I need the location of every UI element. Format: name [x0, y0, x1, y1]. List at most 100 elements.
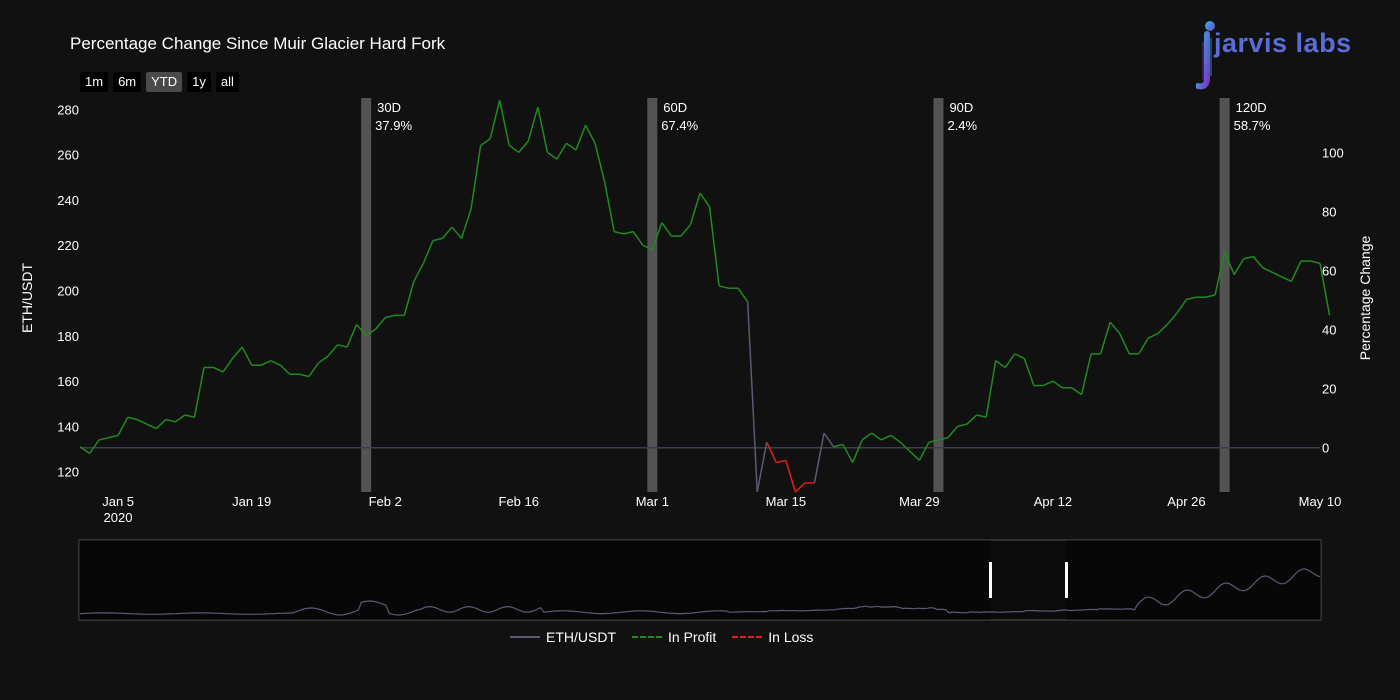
price-segment	[508, 144, 520, 153]
marker-change-label: 67.4%	[661, 118, 698, 133]
price-segment	[1099, 321, 1111, 355]
price-segment	[642, 244, 653, 251]
chart-title: Percentage Change Since Muir Glacier Har…	[70, 34, 446, 53]
marker-band-60d	[647, 98, 658, 492]
price-segment	[966, 414, 978, 425]
price-segment	[480, 138, 491, 147]
range-button-1m[interactable]: 1m	[80, 72, 109, 92]
price-segment	[165, 418, 176, 423]
price-segment	[1310, 260, 1321, 265]
price-segment	[1290, 260, 1302, 282]
price-segment	[756, 442, 768, 493]
price-segment	[127, 416, 138, 421]
price-segment	[899, 441, 911, 452]
legend-item[interactable]: ETH/USDT	[510, 629, 616, 645]
price-segment	[403, 281, 415, 316]
price-segment	[365, 328, 377, 337]
price-segment	[213, 366, 224, 373]
period-markers	[361, 98, 1230, 492]
y-left-tick: 280	[57, 102, 79, 117]
price-segment	[1223, 251, 1235, 275]
range-button-1y[interactable]: 1y	[187, 72, 211, 92]
y-left-tick: 240	[57, 193, 79, 208]
price-segment	[108, 434, 119, 439]
legend-item[interactable]: In Profit	[632, 629, 716, 645]
x-tick: Feb 2	[369, 494, 402, 509]
price-segment	[318, 355, 329, 364]
range-slider-handle-left[interactable]	[989, 562, 992, 598]
price-segment	[556, 142, 568, 160]
marker-change-label: 58.7%	[1234, 118, 1271, 133]
y-left-tick: 120	[57, 465, 79, 480]
price-segment	[1214, 251, 1226, 296]
price-segment	[794, 482, 806, 493]
price-segment	[470, 145, 482, 210]
price-segment	[566, 142, 577, 151]
marker-band-30d	[361, 98, 372, 492]
price-segment	[861, 432, 873, 441]
price-segment	[689, 192, 701, 226]
price-segment	[232, 346, 243, 359]
price-segment	[460, 208, 472, 239]
price-segment	[1243, 255, 1254, 260]
range-slider[interactable]	[78, 539, 1322, 621]
price-segment	[356, 323, 367, 337]
price-segment	[537, 106, 549, 153]
price-segment	[222, 357, 234, 373]
range-button-ytd[interactable]: YTD	[146, 72, 183, 92]
price-segment	[1023, 358, 1035, 386]
range-button-6m[interactable]: 6m	[113, 72, 142, 92]
range-slider-mask-left	[79, 540, 991, 620]
y-left-tick: 220	[57, 238, 79, 253]
x-tick: Mar 15	[766, 494, 806, 509]
y-left-tick: 140	[57, 419, 79, 434]
y-axis-left-title: ETH/USDT	[19, 263, 35, 333]
y-right-tick: 40	[1322, 323, 1336, 338]
price-segment	[451, 226, 463, 239]
legend-item[interactable]: In Loss	[732, 629, 813, 645]
y-axis-right-ticks: 0 20 40 60 80 100	[1322, 146, 1344, 456]
price-segment	[785, 460, 797, 493]
price-segment	[385, 314, 395, 319]
price-segment	[575, 124, 587, 151]
price-segment	[441, 226, 453, 239]
x-tick: Apr 12	[1034, 494, 1072, 509]
price-segment	[241, 346, 253, 366]
price-segment	[193, 367, 205, 418]
price-segment	[823, 432, 835, 448]
price-segment	[1138, 337, 1149, 355]
price-segment	[928, 439, 939, 443]
price-segment	[594, 143, 606, 182]
price-segment	[947, 425, 959, 439]
logo-wordmark: jarvis labs	[1214, 28, 1352, 58]
price-segment	[909, 450, 920, 461]
x-tick: May 10	[1299, 494, 1342, 509]
range-slider-handle-right[interactable]	[1065, 562, 1068, 598]
price-segment	[327, 344, 339, 357]
range-slider-frame[interactable]	[78, 539, 1322, 621]
price-segment	[1147, 332, 1159, 339]
legend-swatch	[510, 636, 540, 638]
y-right-tick: 100	[1322, 146, 1344, 161]
price-segment	[623, 230, 634, 235]
legend: ETH/USDT In Profit In Loss	[510, 629, 813, 645]
price-segment	[651, 222, 663, 250]
price-segment	[432, 237, 443, 242]
price-segment	[680, 224, 692, 237]
price-segment	[1233, 258, 1245, 276]
price-segment	[718, 285, 729, 289]
jarvis-labs-logo	[1196, 21, 1215, 90]
price-segment	[890, 434, 901, 443]
marker-change-label: 37.9%	[375, 118, 412, 133]
price-segment	[88, 439, 100, 454]
marker-period-label: 90D	[949, 100, 973, 115]
price-series	[79, 100, 1331, 493]
range-button-all[interactable]: all	[215, 72, 239, 92]
y-right-tick: 0	[1322, 441, 1329, 456]
price-segment	[584, 124, 596, 144]
marker-period-label: 120D	[1236, 100, 1267, 115]
price-segment	[938, 436, 949, 441]
x-axis-ticks: Jan 5 Jan 19 Feb 2 Feb 16 Mar 1 Mar 15 Mar 29 A…	[102, 494, 1341, 509]
x-tick: Jan 19	[232, 494, 271, 509]
price-segment	[527, 106, 539, 142]
